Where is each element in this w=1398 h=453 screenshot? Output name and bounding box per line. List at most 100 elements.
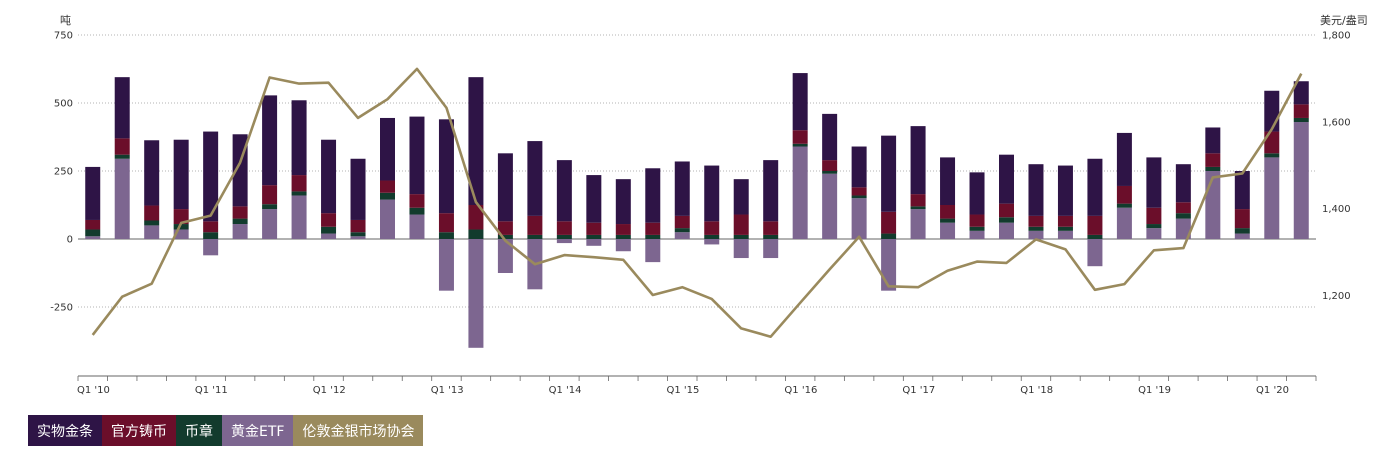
bar-segment-physical-bar [1234, 171, 1250, 210]
bar-segment-medal [851, 195, 867, 199]
legend-item-official-coin[interactable]: 官方铸币 [102, 415, 176, 446]
bar-segment-physical-bar [910, 126, 926, 195]
bar-segment-medal [173, 224, 189, 230]
bar-segment-physical-bar [586, 175, 602, 223]
bar-segment-gold-etf [1175, 218, 1191, 239]
bar-segment-physical-bar [645, 168, 661, 223]
bar-segment-gold-etf [910, 209, 926, 239]
bar-segment-physical-bar [262, 95, 278, 186]
bar-segment-official-coin [1116, 185, 1132, 204]
bar-segment-medal [674, 228, 690, 233]
x-axis-tick-label: Q1 '11 [195, 385, 228, 396]
bar-segment-medal [1057, 226, 1073, 231]
bar-segment-medal [1028, 226, 1044, 231]
bar-segment-gold-etf [733, 239, 749, 259]
bar-segment-physical-bar [792, 73, 808, 131]
bar-segment-official-coin [438, 213, 454, 233]
bar-segment-official-coin [674, 215, 690, 229]
bar-segment-gold-etf [1293, 122, 1309, 239]
left-axis-tick-label: 750 [54, 31, 73, 42]
bar-segment-official-coin [586, 222, 602, 235]
bar-segment-official-coin [1146, 207, 1162, 225]
bar-segment-official-coin [1293, 104, 1309, 118]
bar-segment-official-coin [468, 205, 484, 230]
bar-segment-official-coin [232, 206, 248, 219]
bar-segment-gold-etf [1146, 228, 1162, 239]
bar-segment-gold-etf [173, 229, 189, 239]
bar-segment-medal [203, 232, 219, 239]
bar-segment-medal [940, 218, 956, 223]
legend-item-medal[interactable]: 币章 [176, 415, 222, 446]
bar-segment-medal [350, 232, 366, 237]
left-axis-unit: 吨 [60, 14, 71, 27]
bar-segment-gold-etf [1264, 157, 1280, 239]
bar-segment-physical-bar [114, 77, 130, 139]
bar-segment-physical-bar [1264, 90, 1280, 132]
bar-segment-gold-etf [822, 173, 838, 239]
bar-segment-gold-etf [203, 239, 219, 256]
bar-segment-gold-etf [114, 158, 130, 239]
bar-segment-gold-etf [497, 239, 513, 273]
bar-segment-gold-etf [1234, 233, 1250, 239]
bar-segment-official-coin [173, 209, 189, 225]
bar-segment-physical-bar [321, 139, 337, 214]
bar-segment-medal [1234, 228, 1250, 234]
bar-segment-medal [438, 232, 454, 239]
bar-segment-physical-bar [851, 146, 867, 188]
legend-item-lbma[interactable]: 伦敦金银市场协会 [293, 415, 424, 446]
bar-segment-gold-etf [1205, 171, 1221, 239]
bar-segment-medal [291, 191, 307, 196]
bar-segment-physical-bar [203, 131, 219, 222]
bar-segment-physical-bar [674, 161, 690, 216]
bar-segment-gold-etf [291, 195, 307, 239]
bar-segment-gold-etf [969, 230, 985, 239]
legend-item-physical-bar[interactable]: 实物金条 [28, 415, 102, 446]
bar-segment-physical-bar [144, 140, 160, 206]
bar-segment-medal [1087, 234, 1103, 239]
bar-segment-official-coin [615, 224, 631, 235]
bar-segment-gold-etf [144, 225, 160, 239]
bar-segment-physical-bar [763, 160, 779, 222]
bar-segment-official-coin [1175, 202, 1191, 214]
bar-segment-gold-etf [1057, 230, 1073, 239]
bar-segment-medal [468, 229, 484, 239]
bar-segment-physical-bar [173, 139, 189, 210]
bar-segment-gold-etf [1028, 230, 1044, 239]
bar-segment-medal [144, 220, 160, 226]
bar-segment-physical-bar [438, 119, 454, 214]
bar-segment-official-coin [144, 205, 160, 221]
bar-segment-official-coin [497, 221, 513, 235]
bar-segment-physical-bar [969, 172, 985, 215]
x-axis-tick-label: Q1 '14 [549, 385, 582, 396]
bar-segment-official-coin [969, 214, 985, 227]
bar-segment-gold-etf [321, 233, 337, 239]
lbma-price-line [91, 67, 1303, 339]
bar-segment-official-coin [85, 219, 101, 230]
bar-segment-medal [409, 207, 425, 215]
bar-segment-medal [704, 234, 720, 239]
bar-segment-medal [556, 234, 572, 239]
bar-segment-official-coin [792, 130, 808, 144]
bar-segment-gold-etf [1116, 207, 1132, 239]
x-axis-tick-label: Q1 '17 [902, 385, 935, 396]
bar-segment-physical-bar [704, 165, 720, 222]
bar-segment-gold-etf [586, 239, 602, 246]
bar-segment-gold-etf [409, 214, 425, 239]
bar-segment-medal [497, 234, 513, 239]
bar-segment-medal [1264, 153, 1280, 158]
bar-segment-official-coin [704, 221, 720, 235]
legend-item-gold-etf[interactable]: 黄金ETF [222, 415, 294, 446]
bar-segment-official-coin [1057, 215, 1073, 227]
bar-segment-gold-etf [940, 222, 956, 239]
bar-segment-official-coin [556, 221, 572, 235]
bar-segment-physical-bar [350, 158, 366, 220]
bar-segment-gold-etf [262, 209, 278, 239]
bar-segment-medal [1146, 224, 1162, 229]
right-axis-tick-label: 1,400 [1322, 204, 1351, 215]
bar-segment-physical-bar [497, 153, 513, 222]
bar-segment-physical-bar [940, 157, 956, 205]
chart-legend: 实物金条 官方铸币 币章 黄金ETF 伦敦金银市场协会 [28, 415, 424, 446]
bar-segment-gold-etf [851, 198, 867, 239]
bar-segment-official-coin [291, 175, 307, 192]
